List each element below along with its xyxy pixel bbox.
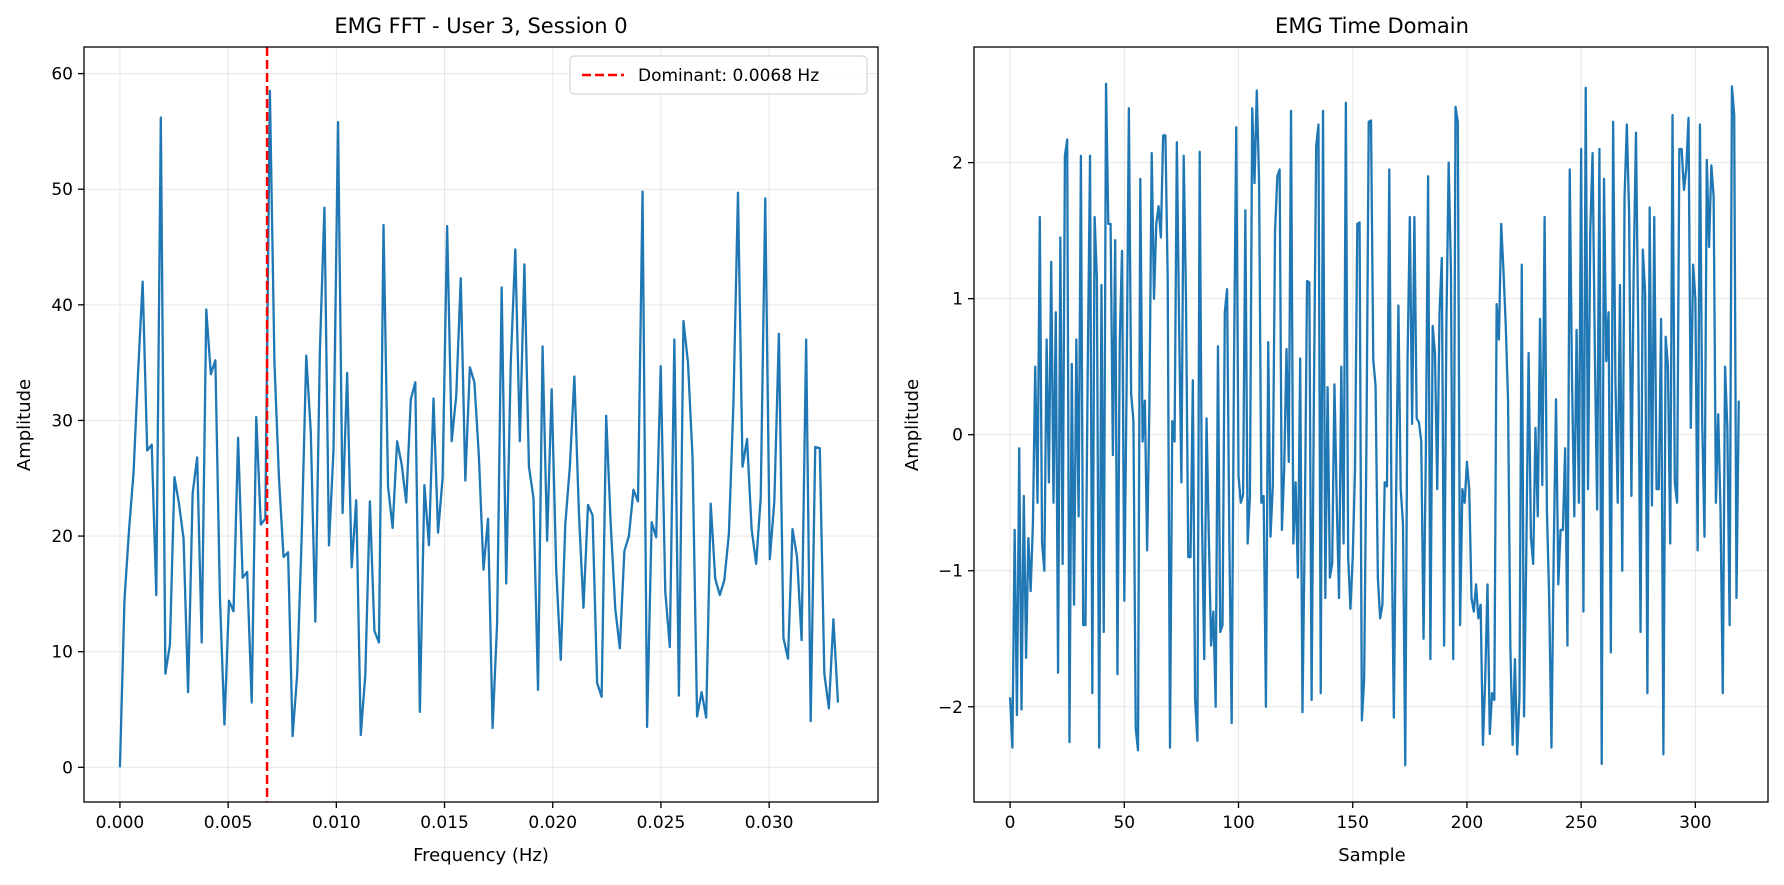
fft-axis-ticks: 0.000 0.005 0.010 0.015 0.020 0.025 0.030 0 10 20… bbox=[51, 65, 793, 833]
time-axes-frame bbox=[973, 46, 1769, 803]
time-domain-chart: 0 50 100 150 200 250 300 −2 −1 0 1 2 EMG Time Domai… bbox=[902, 14, 1769, 866]
time-x-tick-label: 150 bbox=[1336, 813, 1368, 833]
fft-y-tick-label: 20 bbox=[51, 527, 73, 547]
fft-y-tick-label: 10 bbox=[51, 643, 73, 663]
time-chart-title: EMG Time Domain bbox=[1275, 14, 1469, 38]
fft-x-axis-label: Frequency (Hz) bbox=[413, 845, 549, 866]
fft-x-tick-label: 0.030 bbox=[745, 813, 794, 833]
time-x-tick-label: 250 bbox=[1565, 813, 1597, 833]
fft-x-tick-label: 0.005 bbox=[204, 813, 253, 833]
time-y-tick-label: −2 bbox=[938, 698, 963, 718]
time-x-tick-label: 50 bbox=[1113, 813, 1135, 833]
fft-legend-label: Dominant: 0.0068 Hz bbox=[638, 66, 819, 86]
fft-y-tick-label: 50 bbox=[51, 180, 73, 200]
time-x-tick-label: 300 bbox=[1679, 813, 1711, 833]
time-series-line bbox=[1008, 82, 1740, 767]
fft-axes-frame bbox=[83, 46, 879, 803]
fft-x-tick-label: 0.010 bbox=[312, 813, 361, 833]
time-y-tick-label: −1 bbox=[938, 562, 963, 582]
fft-legend-box bbox=[569, 55, 868, 95]
fft-x-tick-label: 0.020 bbox=[528, 813, 577, 833]
time-grid bbox=[974, 47, 1768, 802]
fft-x-tick-label: 0.000 bbox=[96, 813, 145, 833]
fft-y-tick-label: 0 bbox=[62, 758, 73, 778]
time-x-tick-label: 0 bbox=[1005, 813, 1016, 833]
fft-legend[interactable]: Dominant: 0.0068 Hz bbox=[569, 55, 868, 95]
time-axis-ticks: 0 50 100 150 200 250 300 −2 −1 0 1 2 bbox=[938, 154, 1712, 833]
time-y-tick-label: 0 bbox=[952, 426, 963, 446]
fft-chart: 0.000 0.005 0.010 0.015 0.020 0.025 0.030 0 10 20… bbox=[14, 14, 879, 866]
fft-y-tick-label: 30 bbox=[51, 411, 73, 431]
time-y-tick-label: 2 bbox=[952, 154, 963, 174]
fft-y-tick-label: 60 bbox=[51, 65, 73, 85]
fft-x-tick-label: 0.015 bbox=[420, 813, 469, 833]
time-y-axis-label: Amplitude bbox=[902, 379, 923, 471]
time-x-axis-label: Sample bbox=[1338, 845, 1406, 866]
time-y-tick-label: 1 bbox=[952, 290, 963, 310]
fft-y-tick-label: 40 bbox=[51, 296, 73, 316]
fft-chart-title: EMG FFT - User 3, Session 0 bbox=[334, 14, 627, 38]
fft-series-line bbox=[118, 89, 840, 768]
fft-x-tick-label: 0.025 bbox=[637, 813, 686, 833]
time-x-tick-label: 100 bbox=[1222, 813, 1254, 833]
time-x-tick-label: 200 bbox=[1451, 813, 1483, 833]
fft-plot-area bbox=[118, 47, 840, 802]
time-plot-area bbox=[1008, 82, 1740, 767]
fft-y-axis-label: Amplitude bbox=[14, 379, 35, 471]
